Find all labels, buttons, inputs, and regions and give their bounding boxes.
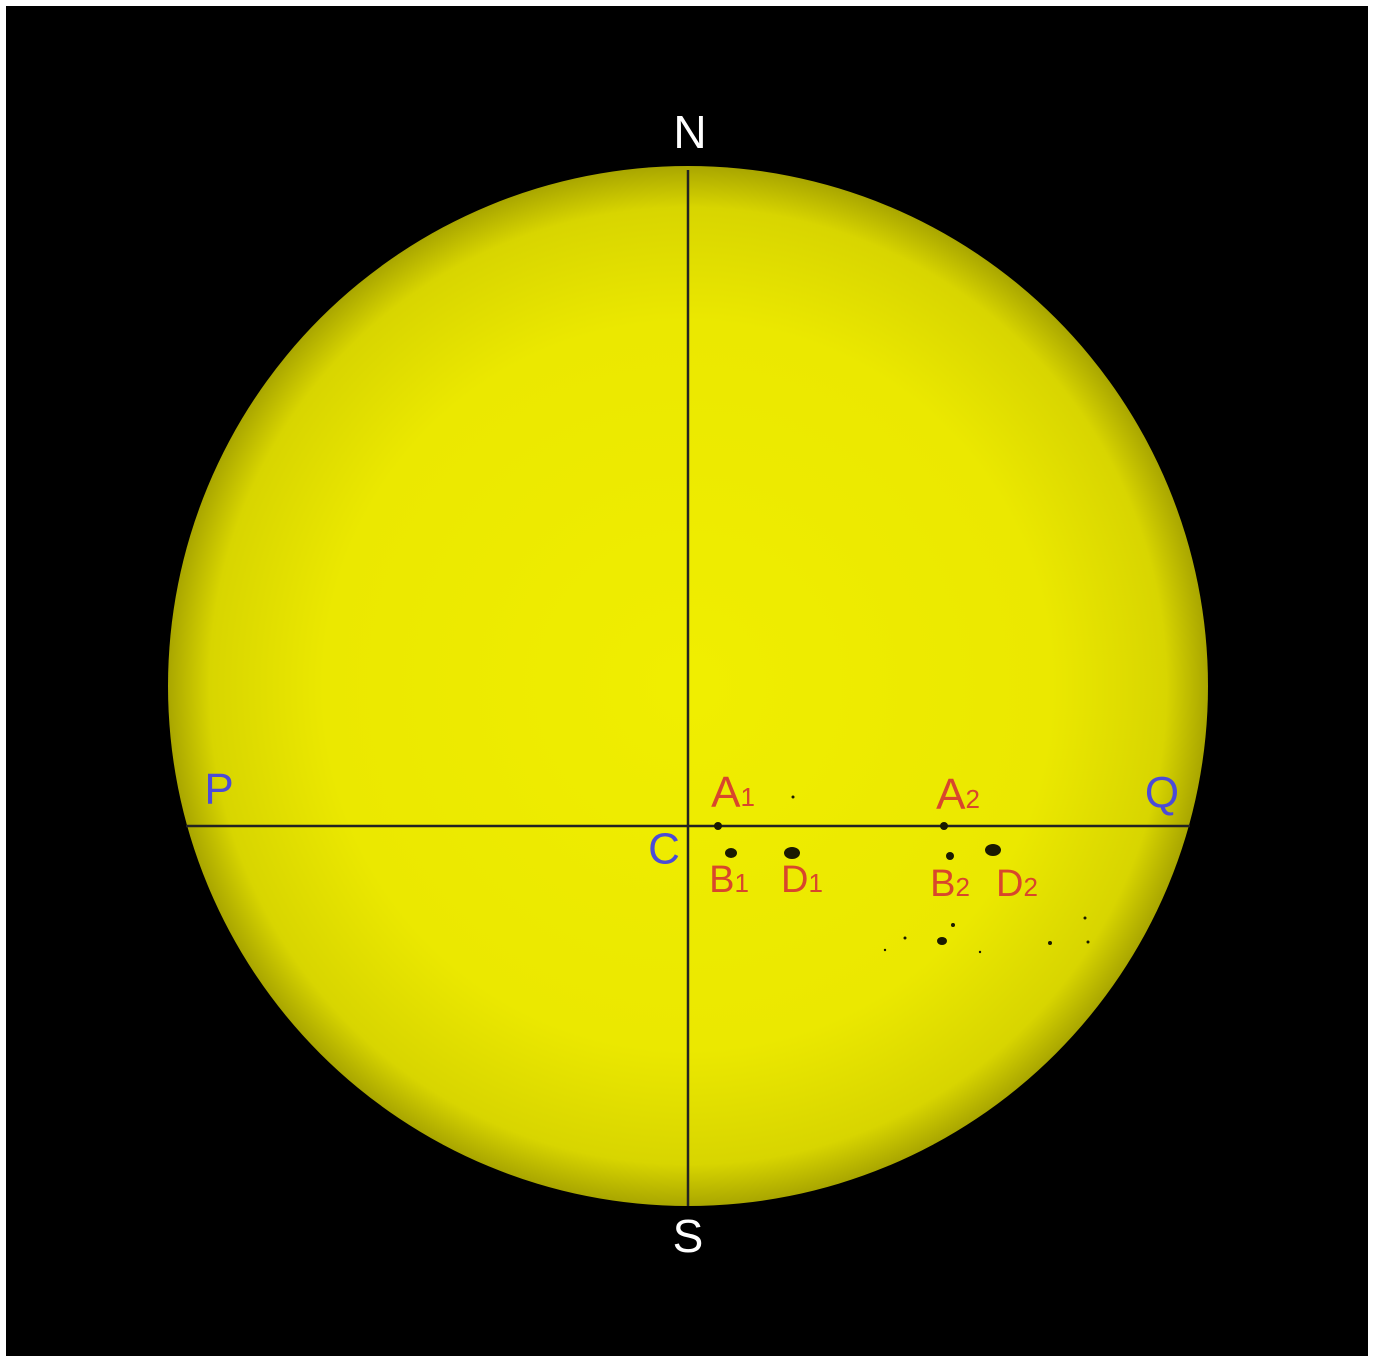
sunspot <box>951 923 955 927</box>
spot-letter: A <box>711 768 741 817</box>
spot-index: 1 <box>734 868 748 898</box>
spot-index: 1 <box>808 868 822 898</box>
sunspot <box>904 937 907 940</box>
sunspot <box>1084 917 1087 920</box>
spot-index: 2 <box>955 872 969 902</box>
north-label: N <box>673 106 706 158</box>
sunspot <box>714 822 722 830</box>
spot-index: 2 <box>965 784 979 814</box>
south-label: S <box>673 1210 704 1262</box>
point-label: Q <box>1145 769 1179 818</box>
page: N S P Q C A1 B1 D1 A2 B2 D2 (() => { con… <box>0 0 1376 1360</box>
spot-letter: D <box>781 859 808 901</box>
spot-letter: D <box>996 863 1023 905</box>
spot-letter: B <box>930 863 955 905</box>
sun-diagram: N S P Q C A1 B1 D1 A2 B2 D2 <box>0 0 1376 1360</box>
sunspot <box>979 951 981 953</box>
point-label: C <box>648 825 680 874</box>
sunspot <box>1087 941 1090 944</box>
sunspot <box>940 822 948 830</box>
spot-index: 2 <box>1023 872 1037 902</box>
sunspot <box>884 949 886 951</box>
sunspot <box>937 937 947 945</box>
sunspot <box>784 847 800 859</box>
sunspot <box>985 844 1001 856</box>
point-label: P <box>204 765 233 814</box>
spot-letter: A <box>936 770 966 819</box>
sunspot <box>792 796 795 799</box>
sunspot <box>946 852 954 860</box>
sunspot <box>1048 941 1052 945</box>
spot-index: 1 <box>740 782 754 812</box>
sunspot <box>725 848 737 858</box>
spot-letter: B <box>709 859 734 901</box>
